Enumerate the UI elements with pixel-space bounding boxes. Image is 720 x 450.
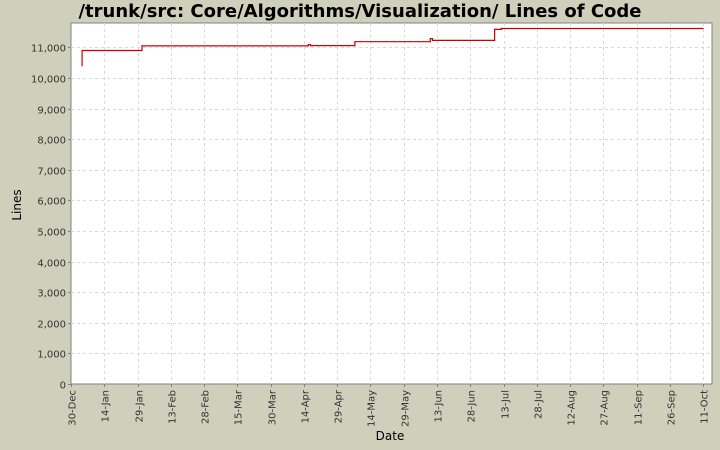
y-tick-label: 2,000 <box>37 320 66 331</box>
x-tick-label: 14-Apr <box>301 389 312 423</box>
x-tick-label: 11-Oct <box>700 390 711 424</box>
x-tick-label: 13-Jun <box>434 390 445 423</box>
x-tick-label: 29-Jan <box>135 390 146 422</box>
x-tick-label: 13-Jul <box>501 390 512 419</box>
x-tick-label: 26-Sep <box>667 390 678 425</box>
data-point <box>81 65 83 67</box>
data-point <box>431 38 434 40</box>
data-point <box>429 38 431 40</box>
x-tick-label: 29-May <box>401 390 412 427</box>
data-point <box>307 45 309 47</box>
x-tick-label: 28-Feb <box>201 390 212 424</box>
x-tick-label: 27-Aug <box>600 390 611 426</box>
data-point <box>494 39 496 42</box>
y-tick-label: 5,000 <box>37 228 66 239</box>
chart-title: /trunk/src: Core/Algorithms/Visualizatio… <box>78 1 642 22</box>
y-tick-label: 8,000 <box>37 136 66 147</box>
x-tick-label: 28-Jun <box>467 390 478 423</box>
x-axis-label: Date <box>376 429 405 443</box>
x-tick-label: 30-Mar <box>268 389 279 425</box>
y-tick-label: 7,000 <box>37 167 66 178</box>
x-tick-label: 14-Jan <box>101 390 112 422</box>
data-point <box>354 45 356 47</box>
data-point <box>500 27 502 30</box>
x-tick-label: 30-Dec <box>68 390 79 426</box>
data-point <box>309 44 312 46</box>
y-tick-label: 0 <box>60 381 66 392</box>
data-point <box>141 49 143 52</box>
y-tick-label: 9,000 <box>37 106 66 117</box>
data-point <box>141 45 143 47</box>
data-point <box>500 28 502 30</box>
y-tick-label: 3,000 <box>37 289 66 300</box>
data-point <box>81 49 83 52</box>
data-point <box>307 44 309 46</box>
x-tick-label: 12-Aug <box>567 390 578 426</box>
x-tick-label: 14-May <box>367 390 378 427</box>
data-point <box>494 28 496 30</box>
y-tick-label: 1,000 <box>37 350 66 361</box>
data-point <box>354 41 356 43</box>
x-tick-label: 13-Feb <box>168 390 179 424</box>
y-tick-label: 11,000 <box>31 44 66 55</box>
data-point <box>702 27 704 30</box>
x-tick-label: 28-Jul <box>534 390 545 419</box>
plot-area <box>70 22 713 385</box>
x-tick-label: 15-Mar <box>234 389 245 425</box>
y-axis-label: Lines <box>10 189 24 220</box>
y-tick-label: 6,000 <box>37 197 66 208</box>
data-point <box>431 39 434 42</box>
data-point <box>309 45 312 47</box>
data-point <box>429 41 431 43</box>
y-tick-label: 10,000 <box>31 75 66 86</box>
y-tick-label: 4,000 <box>37 259 66 270</box>
x-tick-label: 29-Apr <box>334 389 345 423</box>
x-tick-label: 11-Sep <box>634 390 645 425</box>
